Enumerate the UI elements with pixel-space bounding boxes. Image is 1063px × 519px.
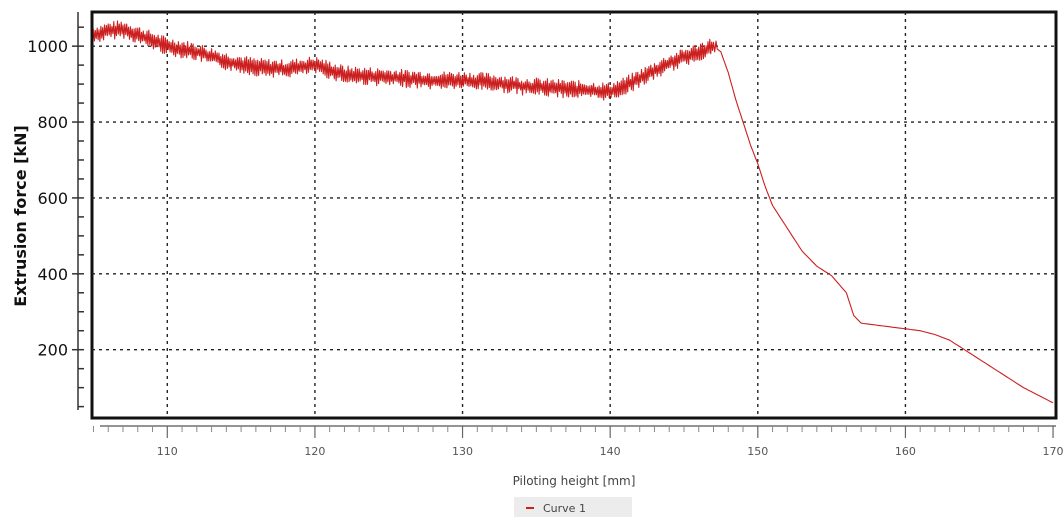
- x-tick-label: 170: [1043, 445, 1063, 458]
- y-tick-label: 600: [37, 189, 68, 208]
- x-tick-label: 160: [895, 445, 916, 458]
- y-axis: 200 400 600 800 1000: [27, 12, 84, 410]
- legend: Curve 1: [514, 497, 632, 517]
- x-axis-title: Piloting height [mm]: [513, 474, 636, 488]
- x-tick-label: 150: [747, 445, 768, 458]
- legend-label: Curve 1: [543, 502, 586, 515]
- y-tick-label: 1000: [27, 37, 68, 56]
- series-line-curve-1: [92, 20, 1054, 404]
- plot-frame: [90, 10, 1058, 420]
- y-tick-label: 400: [37, 265, 68, 284]
- x-tick-label: 120: [304, 445, 325, 458]
- x-tick-label: 110: [157, 445, 178, 458]
- x-tick-label: 140: [600, 445, 621, 458]
- y-axis-title: Extrusion force [kN]: [11, 125, 30, 307]
- series-layer: [92, 20, 1054, 404]
- x-tick-label: 130: [452, 445, 473, 458]
- x-axis: 110 120 130 140 150 160 170: [92, 425, 1063, 458]
- y-tick-label: 200: [37, 341, 68, 360]
- legend-box: [514, 497, 632, 517]
- y-tick-label: 800: [37, 113, 68, 132]
- grid-lines: [92, 12, 1056, 418]
